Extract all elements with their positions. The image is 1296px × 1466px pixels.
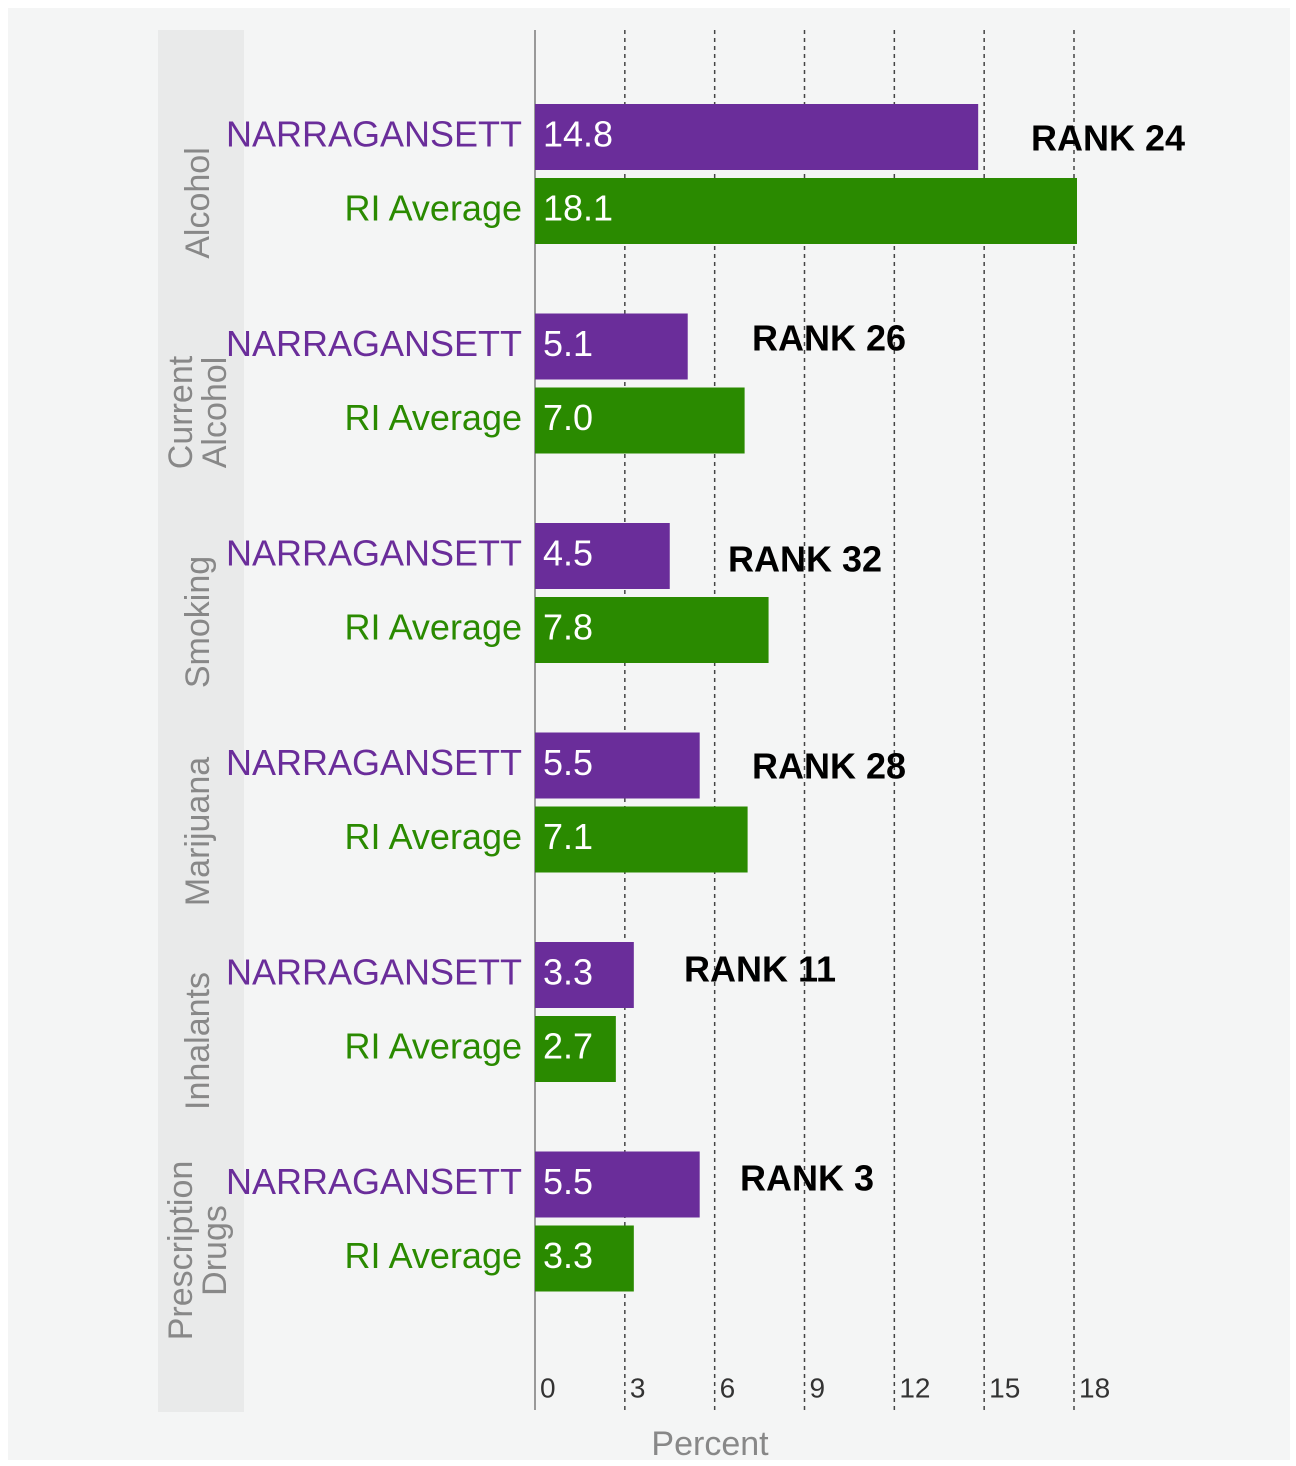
bar [535, 1151, 700, 1218]
x-tick-label: 9 [810, 1372, 826, 1403]
x-tick-label: 15 [989, 1372, 1020, 1403]
rank-annotation: RANK 32 [728, 539, 882, 580]
value-label: 18.1 [543, 188, 613, 229]
series-label: RI Average [345, 1235, 522, 1276]
rank-annotation: RANK 26 [752, 318, 906, 359]
value-label: 5.5 [543, 742, 593, 783]
value-label: 4.5 [543, 533, 593, 574]
series-label: NARRAGANSETT [226, 323, 522, 364]
bar [535, 313, 688, 380]
category-label: CurrentAlcohol [162, 355, 234, 469]
value-label: 5.1 [543, 323, 593, 364]
rank-annotation: RANK 11 [684, 949, 836, 990]
series-label: RI Average [345, 188, 522, 229]
series-label: NARRAGANSETT [226, 114, 522, 155]
category-label: PrescriptionDrugs [162, 1161, 234, 1341]
value-label: 14.8 [543, 114, 613, 155]
series-label: NARRAGANSETT [226, 533, 522, 574]
bar [535, 732, 700, 799]
value-label: 5.5 [543, 1161, 593, 1202]
bar [535, 1225, 634, 1292]
x-axis-label: Percent [651, 1425, 769, 1463]
series-label: RI Average [345, 1026, 522, 1067]
series-label: RI Average [345, 607, 522, 648]
value-label: 7.0 [543, 397, 593, 438]
series-label: NARRAGANSETT [226, 1161, 522, 1202]
bar [535, 104, 979, 170]
category-label: Smoking [179, 556, 217, 688]
value-label: 7.8 [543, 607, 593, 648]
value-label: 7.1 [543, 816, 593, 857]
x-tick-label: 0 [540, 1372, 556, 1403]
bar [535, 1016, 616, 1082]
bar [535, 178, 1077, 244]
category-label: Inhalants [179, 972, 217, 1110]
bar [535, 523, 670, 589]
series-label: NARRAGANSETT [226, 742, 522, 783]
series-label: RI Average [345, 397, 522, 438]
bar [535, 387, 745, 454]
value-label: 3.3 [543, 952, 593, 993]
value-label: 2.7 [543, 1026, 593, 1067]
x-tick-label: 18 [1079, 1372, 1110, 1403]
x-tick-label: 12 [899, 1372, 930, 1403]
x-tick-label: 3 [630, 1372, 646, 1403]
series-label: NARRAGANSETT [226, 952, 522, 993]
bar [535, 942, 634, 1008]
bar [535, 597, 769, 663]
x-tick-label: 6 [720, 1372, 736, 1403]
bar [535, 806, 748, 873]
value-label: 3.3 [543, 1235, 593, 1276]
rank-annotation: RANK 24 [1031, 118, 1185, 159]
category-panel [158, 30, 244, 1412]
rank-annotation: RANK 3 [740, 1158, 874, 1199]
rank-annotation: RANK 28 [752, 746, 906, 787]
series-label: RI Average [345, 816, 522, 857]
category-label: Alcohol [179, 147, 217, 259]
category-label: Marijuana [179, 757, 217, 906]
